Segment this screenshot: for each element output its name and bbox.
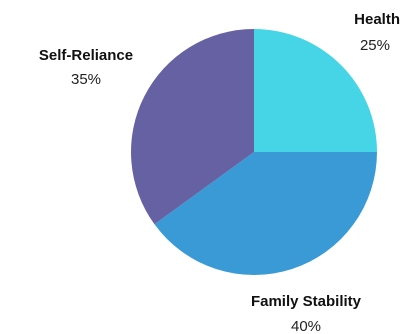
slice-label-self-reliance: Self-Reliance — [39, 47, 133, 64]
pie-slice-self-reliance — [130, 29, 254, 225]
slice-value-family-stability: 40% — [291, 318, 321, 334]
pie-slice-health — [254, 29, 377, 152]
slice-value-self-reliance: 35% — [71, 71, 101, 88]
pie-slice-family-stability — [154, 152, 377, 275]
pie-labels: Health 25% Family Stability 40% Self-Rel… — [39, 11, 400, 334]
slice-label-family-stability: Family Stability — [251, 293, 362, 310]
slice-label-health: Health — [354, 11, 400, 28]
slice-value-health: 25% — [360, 37, 390, 54]
pie-slices — [130, 29, 377, 275]
